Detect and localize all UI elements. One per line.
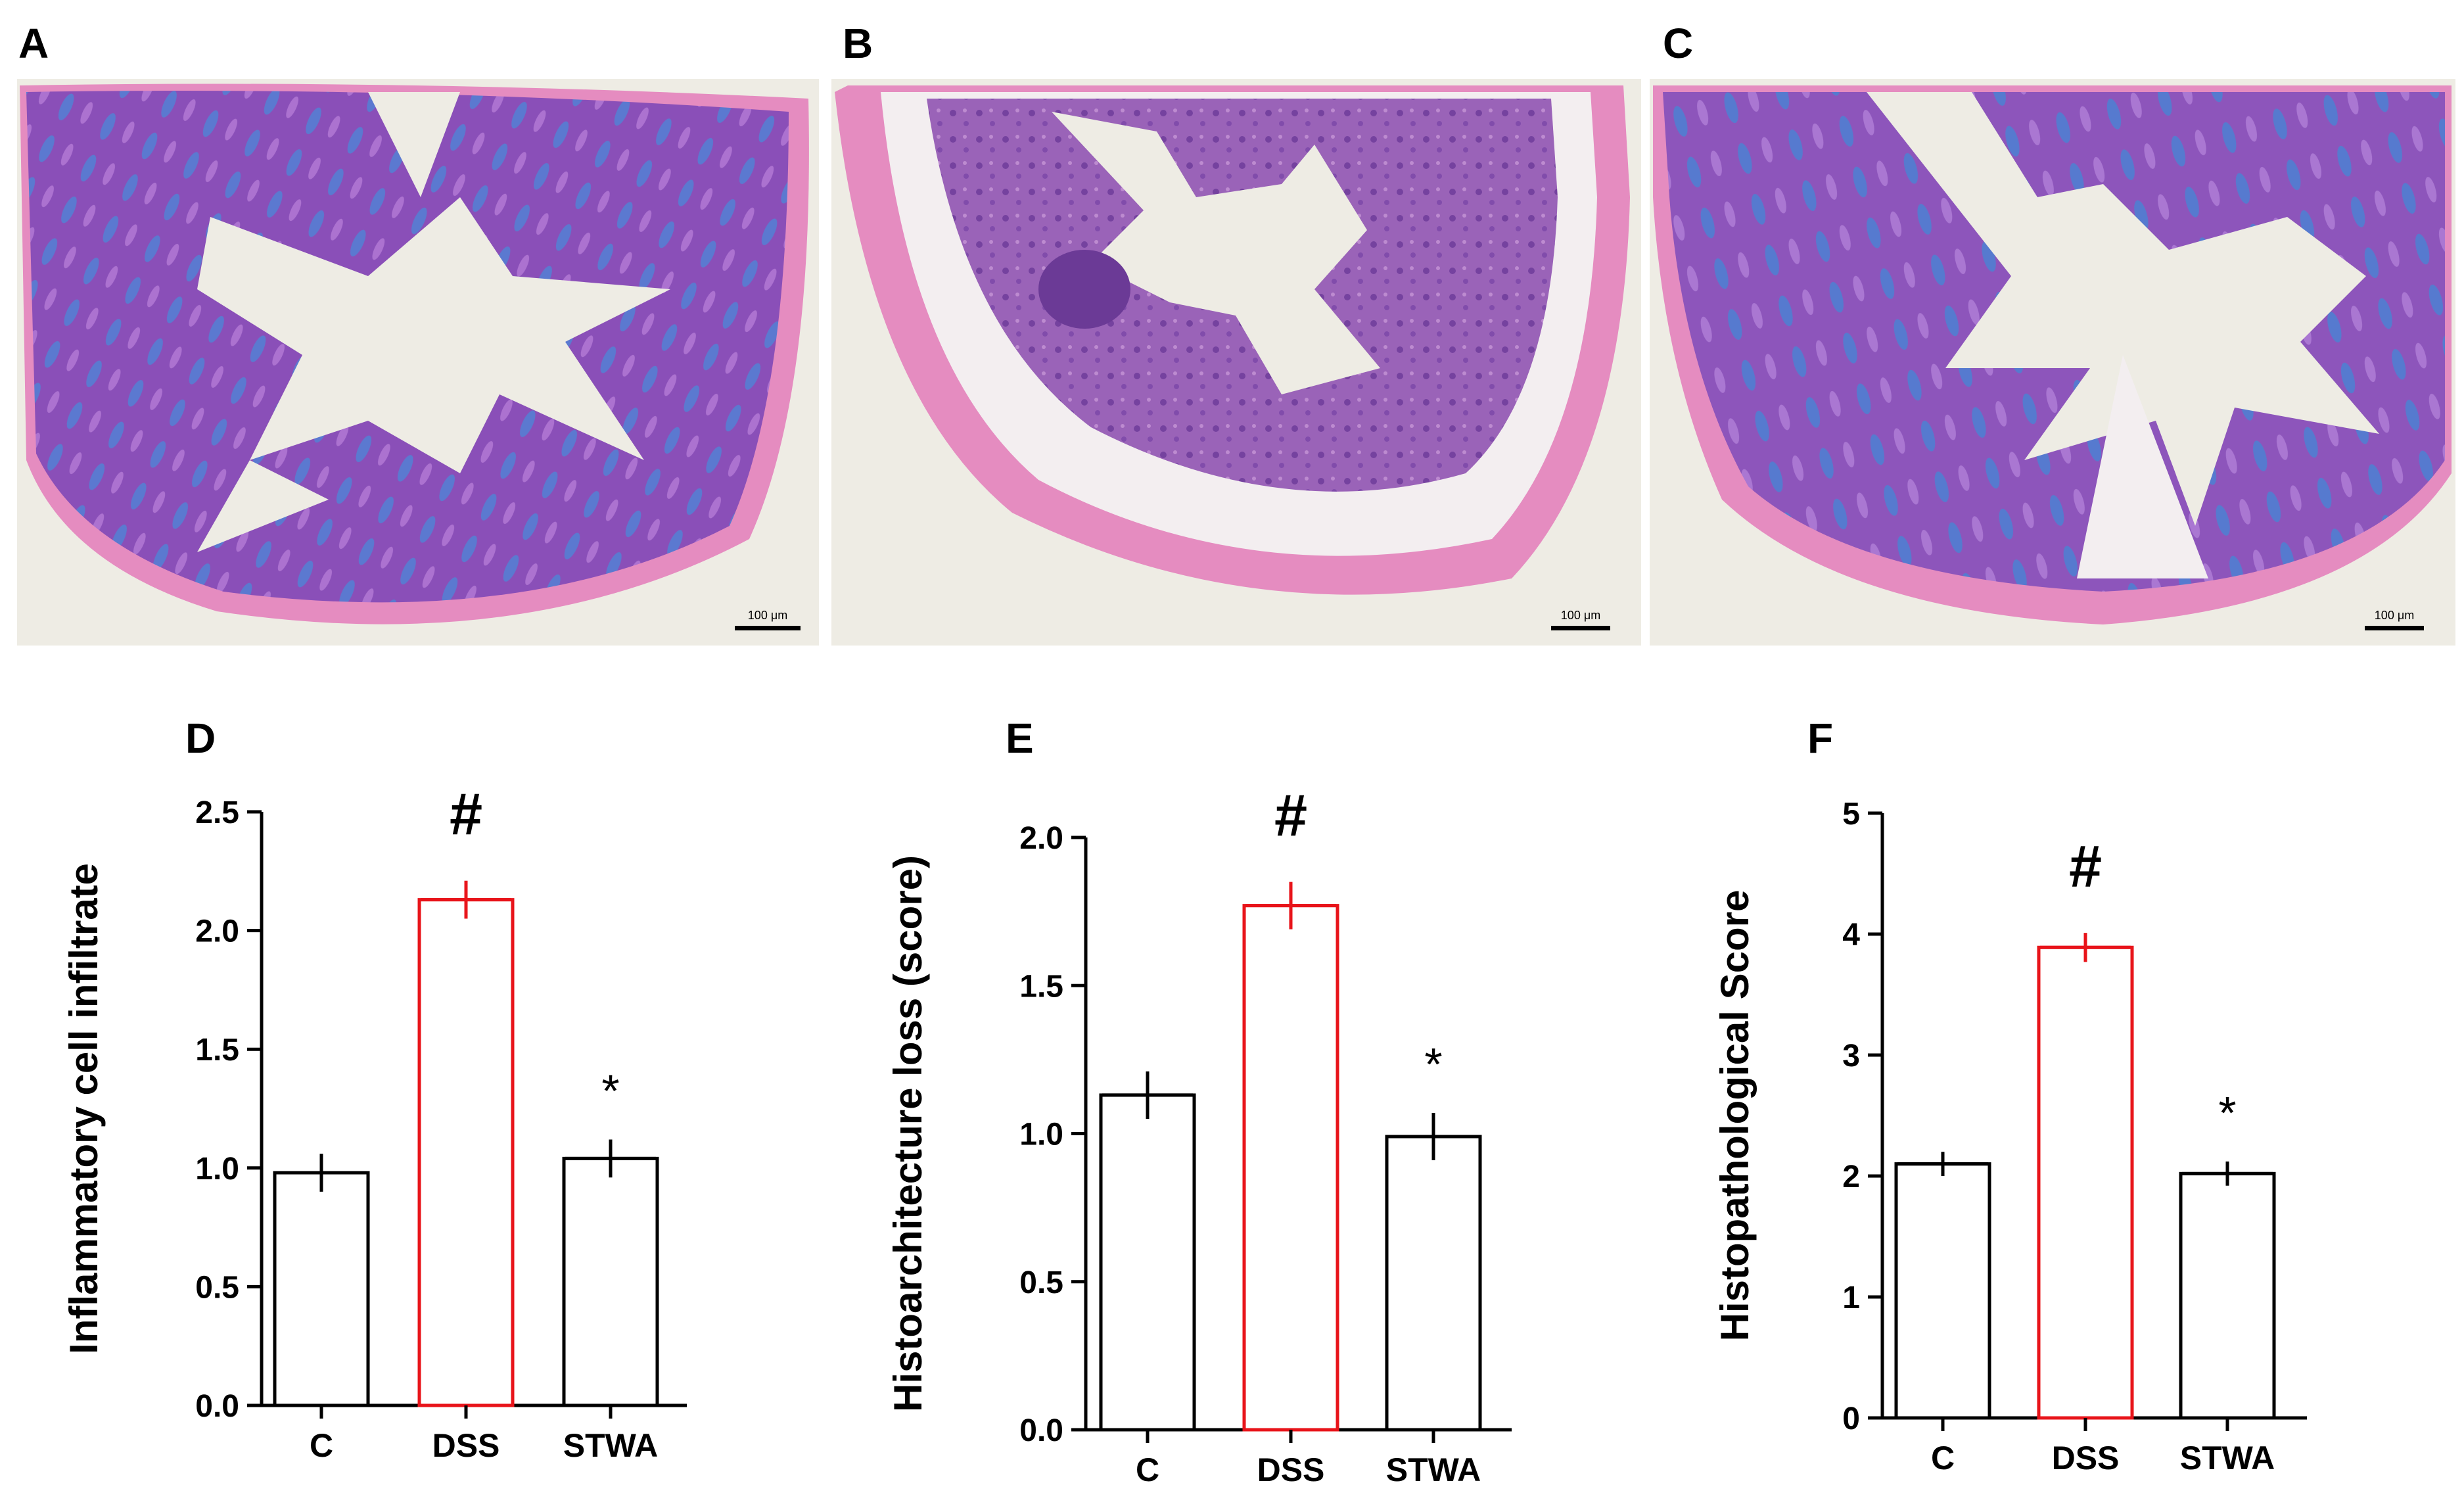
y-tick-label: 1 xyxy=(1842,1281,1860,1315)
panel-letter-b: B xyxy=(843,20,873,67)
y-tick-label: 0.0 xyxy=(1019,1413,1063,1448)
bar xyxy=(1894,1162,1991,1420)
y-axis-label: Histoarchitecture loss (score) xyxy=(886,855,930,1412)
scale-bar-b xyxy=(1551,626,1610,630)
significance-hash: # xyxy=(1274,784,1307,849)
y-axis-label: Histopathological Score xyxy=(1713,890,1757,1342)
y-axis-label: Inflammatory cell infiltrate xyxy=(62,863,106,1354)
bar xyxy=(2179,1171,2276,1420)
bar xyxy=(1099,1093,1196,1432)
significance-asterisk: * xyxy=(2218,1087,2236,1139)
y-tick-label: 2.5 xyxy=(195,795,239,830)
y-tick-label: 0.5 xyxy=(1019,1265,1063,1300)
significance-asterisk: * xyxy=(601,1065,619,1116)
scale-label-c: 100 μm xyxy=(2375,609,2414,622)
significance-asterisk: * xyxy=(1424,1039,1442,1090)
bar xyxy=(2037,945,2134,1420)
panel-letter: F xyxy=(1807,715,1833,762)
colon-cross-section-b xyxy=(831,85,1630,646)
x-tick-label: C xyxy=(1136,1451,1159,1488)
x-tick-label: STWA xyxy=(563,1427,658,1464)
x-tick-label: STWA xyxy=(1386,1451,1481,1488)
y-tick-label: 0.5 xyxy=(195,1270,239,1305)
panel-letter: D xyxy=(185,715,216,762)
y-tick-label: 1.0 xyxy=(1019,1118,1063,1152)
y-tick-label: 5 xyxy=(1842,797,1860,832)
scale-label-a: 100 μm xyxy=(748,609,787,622)
y-tick-label: 1.5 xyxy=(195,1033,239,1068)
panel-letter-a: A xyxy=(18,20,49,67)
bar xyxy=(562,1156,659,1407)
panel-letter-c: C xyxy=(1663,20,1693,67)
micrograph-panel-c: C 100 μm xyxy=(1650,20,2455,646)
x-tick-label: C xyxy=(1931,1440,1955,1476)
x-tick-label: STWA xyxy=(2180,1440,2275,1476)
y-tick-label: 2.0 xyxy=(195,914,239,949)
x-tick-label: DSS xyxy=(1257,1451,1325,1488)
bar-chart-f: F Histopathological Score 0 1 2 3 4 5 C DSS # STWA * xyxy=(1713,715,2307,1476)
micrograph-panel-b: B 100 μm xyxy=(831,20,1641,646)
y-tick-label: 3 xyxy=(1842,1039,1860,1073)
scale-bar-a xyxy=(735,626,801,630)
y-tick-label: 0 xyxy=(1842,1401,1860,1436)
bar xyxy=(273,1171,370,1407)
significance-hash: # xyxy=(450,782,482,848)
scale-label-b: 100 μm xyxy=(1561,609,1600,622)
y-tick-label: 4 xyxy=(1842,918,1860,953)
y-tick-label: 0.0 xyxy=(195,1389,239,1424)
bar-chart-d: D Inflammatory cell infiltrate 0.0 0.5 1.0 1.… xyxy=(62,715,687,1464)
bar xyxy=(1242,904,1339,1432)
y-tick-label: 1.5 xyxy=(1019,969,1063,1004)
x-tick-label: C xyxy=(310,1427,333,1464)
x-tick-label: DSS xyxy=(432,1427,500,1464)
colon-cross-section-a xyxy=(20,83,809,624)
bar xyxy=(417,898,515,1407)
x-tick-label: DSS xyxy=(2052,1440,2120,1476)
bar xyxy=(1385,1135,1482,1432)
y-tick-label: 1.0 xyxy=(195,1152,239,1187)
scale-bar-c xyxy=(2365,626,2424,630)
significance-hash: # xyxy=(2069,834,2102,900)
bar-chart-e: E Histoarchitecture loss (score) 0.0 0.5 1.0… xyxy=(886,715,1512,1488)
y-tick-label: 2 xyxy=(1842,1160,1860,1194)
micrograph-panel-a: A 100 μm xyxy=(17,20,819,646)
colon-cross-section-c xyxy=(1653,85,2452,624)
y-tick-label: 2.0 xyxy=(1019,821,1063,856)
panel-letter: E xyxy=(1006,715,1034,762)
